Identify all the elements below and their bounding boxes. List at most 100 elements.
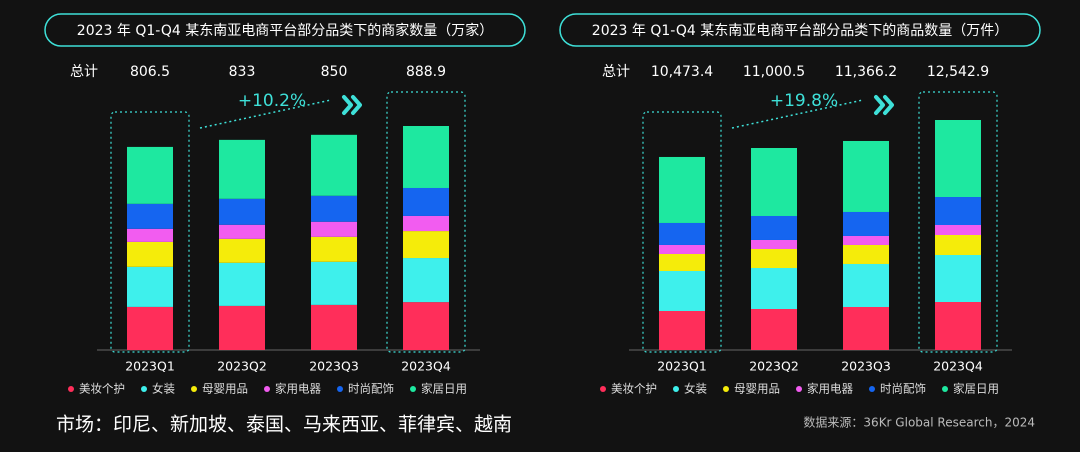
total-label: 总计 — [602, 64, 630, 80]
legend-label: 家居日用 — [953, 382, 999, 396]
bar-segment — [751, 248, 797, 269]
total-value: 12,542.9 — [927, 64, 989, 80]
total-value: 850 — [321, 64, 348, 80]
bar-segment — [311, 261, 357, 305]
growth-label: +19.8% — [770, 91, 838, 111]
x-tick-label: 2023Q1 — [657, 359, 707, 374]
chart-title: 2023 年 Q1-Q4 某东南亚电商平台部分品类下的商品数量（万件） — [592, 23, 1008, 39]
growth-line — [731, 99, 864, 129]
legend-dot — [796, 386, 802, 392]
legend-dot — [410, 386, 416, 392]
bar-segment — [311, 195, 357, 222]
bar-segment — [843, 263, 889, 307]
bar-segment — [751, 215, 797, 240]
highlight-box — [110, 111, 190, 353]
bar-segment — [751, 268, 797, 310]
bar-segment — [843, 306, 889, 350]
bar-segment — [403, 231, 449, 259]
x-tick-label: 2023Q1 — [125, 359, 175, 374]
bar-segment — [219, 139, 265, 199]
legend-dot — [942, 386, 948, 392]
total-value: 833 — [229, 64, 256, 80]
bar-segment — [311, 221, 357, 237]
legend-dot — [600, 386, 606, 392]
bar-segment — [219, 198, 265, 225]
bar-segment — [659, 253, 705, 271]
growth-line — [199, 99, 332, 129]
title-pill — [44, 13, 526, 47]
total-label: 总计 — [70, 64, 98, 80]
x-tick-label: 2023Q2 — [749, 359, 799, 374]
bar-segment — [403, 215, 449, 232]
chevrons — [342, 95, 362, 115]
legend-label: 时尚配饰 — [348, 382, 394, 396]
source: 数据来源：36Kr Global Research，2024 — [803, 415, 1035, 430]
bar-segment — [935, 235, 981, 256]
x-tick-label: 2023Q3 — [309, 359, 359, 374]
legend-dot — [68, 386, 74, 392]
bar-segment — [935, 224, 981, 235]
highlight-box — [642, 111, 722, 353]
legend-dot — [723, 386, 729, 392]
bar-segment — [843, 235, 889, 245]
legend-dot — [191, 386, 197, 392]
bar-segment — [403, 126, 449, 188]
x-tick-label: 2023Q4 — [401, 359, 451, 374]
total-value: 11,366.2 — [835, 64, 897, 80]
bar-segment — [659, 244, 705, 254]
chevrons — [874, 95, 894, 115]
title-pill — [559, 13, 1041, 47]
legend-dot — [337, 386, 343, 392]
legend-label: 女装 — [152, 382, 175, 396]
legend-label: 家居日用 — [421, 382, 467, 396]
bar-segment — [843, 244, 889, 264]
bar-segment — [403, 187, 449, 216]
x-tick-label: 2023Q2 — [217, 359, 267, 374]
bar-segment — [219, 238, 265, 263]
bar-segment — [311, 304, 357, 350]
bar-segment — [127, 306, 173, 350]
bar-segment — [311, 236, 357, 262]
x-tick-label: 2023Q4 — [933, 359, 983, 374]
highlight-box — [386, 91, 466, 353]
total-value: 888.9 — [406, 64, 446, 80]
bar-segment — [127, 146, 173, 204]
chart-title: 2023 年 Q1-Q4 某东南亚电商平台部分品类下的商家数量（万家） — [77, 22, 493, 39]
bar-segment — [403, 302, 449, 350]
bar-segment — [751, 239, 797, 249]
x-tick-label: 2023Q3 — [841, 359, 891, 374]
legend-label: 美妆个护 — [79, 382, 125, 396]
bar-segment — [127, 203, 173, 229]
bar-segment — [219, 305, 265, 350]
legend-dot — [869, 386, 875, 392]
bar-segment — [751, 147, 797, 216]
highlight-box — [918, 91, 998, 353]
bar-segment — [659, 310, 705, 350]
bar-segment — [127, 228, 173, 242]
bar-segment — [935, 255, 981, 303]
bar-segment — [659, 156, 705, 223]
bar-segment — [843, 211, 889, 236]
legend-label: 美妆个护 — [611, 382, 657, 396]
bar-segment — [935, 302, 981, 350]
total-value: 806.5 — [130, 64, 170, 80]
bar-segment — [659, 270, 705, 311]
legend-label: 母婴用品 — [202, 382, 248, 396]
legend-label: 母婴用品 — [734, 382, 780, 396]
legend-label: 家用电器 — [807, 382, 853, 396]
bar-segment — [843, 140, 889, 212]
growth-label: +10.2% — [238, 91, 306, 111]
bar-segment — [219, 262, 265, 306]
legend-label: 女装 — [684, 382, 707, 396]
legend-dot — [673, 386, 679, 392]
markets: 市场：印尼、新加坡、泰国、马来西亚、菲律宾、越南 — [56, 414, 512, 436]
total-value: 10,473.4 — [651, 64, 713, 80]
bar-segment — [403, 258, 449, 303]
bar-segment — [219, 224, 265, 239]
bar-segment — [659, 222, 705, 245]
legend-label: 时尚配饰 — [880, 382, 926, 396]
legend-label: 家用电器 — [275, 382, 321, 396]
legend-dot — [141, 386, 147, 392]
